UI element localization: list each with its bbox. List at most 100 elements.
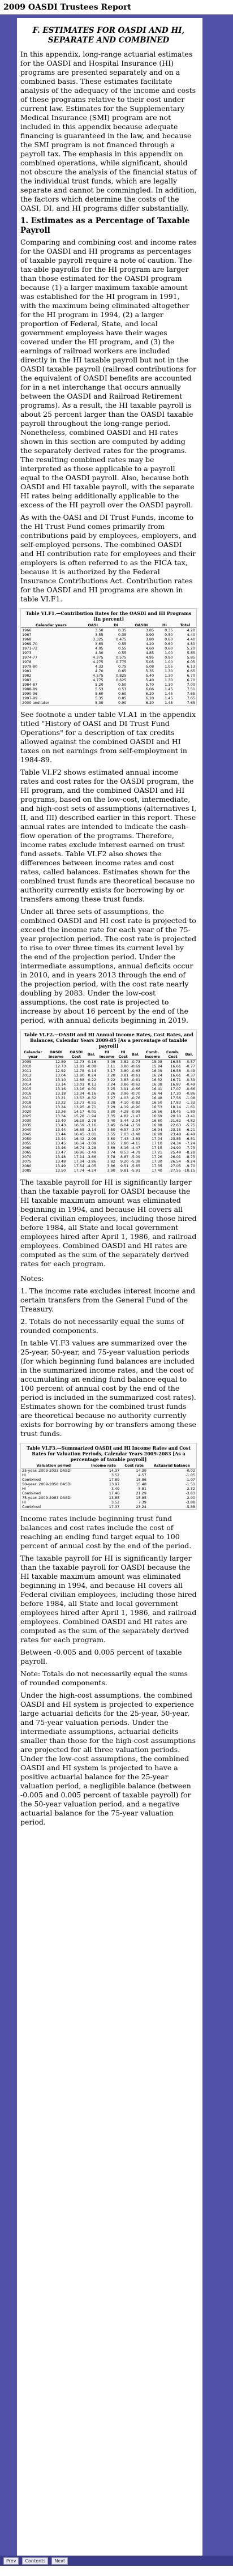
- table-cell: 2055: [22, 1141, 32, 1146]
- table-row: 2070 13.48 17.14 -3.66 3.78 8.87 -5.09 17.26 26.…: [21, 1155, 196, 1159]
- table-cell: 9.20: [120, 1159, 129, 1164]
- table-cell: 7.51: [187, 687, 195, 691]
- table-cell: 2011: [22, 1069, 32, 1073]
- table-row: 2014 13.14 13.01 0.13 3.24 3.86 -0.62 16.38 16.8…: [21, 1082, 196, 1087]
- table-cell: 17.30: [152, 1159, 162, 1164]
- table-cell: 23.15: [170, 1127, 181, 1132]
- table-cell: 16.96: [74, 1150, 85, 1155]
- table-header-cell: Total: [174, 623, 196, 628]
- table-cell: 7.39: [138, 1500, 146, 1505]
- table-cell: 5.40: [145, 673, 154, 678]
- table-cell: 16.58: [170, 1069, 181, 1073]
- table-cell: 5.08: [145, 664, 154, 669]
- table-row: 2020 13.26 14.17 -0.91 3.30 4.28 -0.98 16.56 18.…: [21, 1109, 196, 1114]
- table-cell: 17.89: [109, 1477, 120, 1482]
- contents-button[interactable]: Contents: [22, 2557, 49, 2565]
- prev-button[interactable]: Prev: [3, 2557, 19, 2565]
- table-cell: 17.54: [74, 1164, 85, 1168]
- table-cell: -3.09: [87, 1141, 96, 1146]
- table-cell: -1.47: [131, 1114, 141, 1118]
- table-cell: 2013: [22, 1078, 32, 1082]
- table-cell: 3.96: [120, 1091, 129, 1096]
- table-row: 1982 4.575 0.825 5.40 1.30 6.70: [21, 673, 196, 678]
- paragraph: Table VI.F2 shows estimated annual incom…: [20, 768, 197, 903]
- table-row: 2019 13.24 13.95 -0.71 3.29 4.19 -0.90 16.53 18.…: [21, 1105, 196, 1109]
- table-cell: -6.81: [185, 1137, 195, 1141]
- table-cell: Combined: [22, 1477, 41, 1482]
- table-cell: 12.73: [74, 1060, 85, 1064]
- table-row: 1967 3.55 0.35 3.90 0.50 4.40: [21, 633, 196, 637]
- table-cell: -0.86: [185, 1091, 195, 1096]
- table-row: 50-year: 2009-2058 OASDI 13.97 15.48 -1.51: [21, 1482, 196, 1486]
- table-cell: 0.90: [118, 700, 127, 705]
- table-cell: 25.49: [170, 1150, 181, 1155]
- paragraph: In table VI.F3 values are summarized ove…: [20, 1339, 197, 1438]
- table-cell: 2080: [22, 1164, 32, 1168]
- table-cell: 1.00: [165, 651, 173, 655]
- table-cell: 16.38: [152, 1082, 162, 1087]
- table-cell: 3.09: [107, 1060, 115, 1064]
- site-title[interactable]: 2009 OASDI Trustees Report: [3, 3, 131, 12]
- table-cell: 15.85: [136, 1496, 146, 1500]
- table-cell: 3.80: [145, 637, 154, 642]
- table-cell: 21.62: [170, 1118, 181, 1123]
- table-cell: 1968: [22, 637, 32, 642]
- table-cell: 6.05: [187, 660, 195, 664]
- table-cell: 13.95: [74, 1105, 85, 1109]
- table-cell: -3.07: [131, 1127, 141, 1132]
- table-cell: 27.05: [170, 1164, 181, 1168]
- table-cell: 1978: [22, 660, 32, 664]
- table-header-cell: Bal.: [182, 1050, 196, 1060]
- table-cell: 1.30: [165, 669, 173, 673]
- table-cell: 16.18: [74, 1118, 85, 1123]
- table-cell: 0.625: [115, 678, 127, 682]
- table-cell: 0.85: [118, 696, 127, 700]
- table-cell: -0.73: [131, 1060, 141, 1064]
- table-cell: 26.01: [170, 1155, 181, 1159]
- table-cell: 13.24: [55, 1105, 66, 1109]
- table-cell: 15.84: [152, 1064, 162, 1069]
- table-cell: 2012: [22, 1073, 32, 1078]
- table-cell: 13.49: [55, 1164, 66, 1168]
- table-title: Table VI.F2.—OASDI and HI Annual Income …: [24, 1032, 193, 1049]
- table-cell: 12.78: [74, 1069, 85, 1073]
- table-cell: -5.75: [185, 1123, 195, 1127]
- table-cell: 16.44: [152, 1091, 162, 1096]
- table-cell: 9.51: [120, 1164, 129, 1168]
- table-cell: -2.00: [185, 1496, 195, 1500]
- table-cell: -7.24: [185, 1141, 195, 1146]
- table-cell: -1.89: [185, 1109, 195, 1114]
- table-cell: 3.20: [107, 1073, 115, 1078]
- next-button[interactable]: Next: [51, 2557, 68, 2565]
- table-cell: 13.50: [55, 1168, 66, 1173]
- table-header-cell: Valuation period: [21, 1463, 87, 1468]
- table-cell: HI: [22, 1486, 26, 1491]
- table-cell: Combined: [22, 1491, 41, 1496]
- table-cell: -0.08: [87, 1064, 96, 1069]
- note: 2. Totals do not necessarily equal the s…: [20, 1317, 184, 1335]
- table-cell: -10.15: [183, 1168, 195, 1173]
- notes: Notes: 1. The income rate excludes inter…: [20, 1274, 197, 1335]
- table-cell: 3.22: [107, 1078, 115, 1082]
- paragraph: As with the OASI and DI Trust Funds, inc…: [20, 513, 197, 603]
- table-cell: -1.94: [87, 1114, 96, 1118]
- table-cell: 26.54: [170, 1159, 181, 1164]
- table-cell: -8.28: [185, 1150, 195, 1155]
- table-cell: 3.52: [111, 1500, 120, 1505]
- table-row: 2011 12.92 12.78 0.14 3.17 3.80 -0.63 16.09 16.5…: [21, 1069, 196, 1073]
- table-cell: 1990-96: [22, 691, 38, 696]
- table-cell: 1.30: [165, 673, 173, 678]
- table-cell: 4.60: [145, 646, 154, 651]
- table-header-cell: Cost rate: [120, 1463, 148, 1468]
- table-cell: -3.41: [185, 1114, 195, 1118]
- table-cell: 2035: [22, 1123, 32, 1127]
- table-cell: 16.56: [152, 1109, 162, 1114]
- table-cell: 0.55: [118, 642, 127, 646]
- table-cell: 16.80: [152, 1118, 162, 1123]
- table-cell: -0.71: [87, 1105, 96, 1109]
- table-cell: 16.54: [74, 1141, 85, 1146]
- table-cell: -4.24: [87, 1168, 96, 1173]
- table-cell: HI: [22, 1500, 26, 1505]
- table-cell: 5.85: [187, 651, 195, 655]
- table-row: 1973 4.30 0.55 4.85 1.00 5.85: [21, 651, 196, 655]
